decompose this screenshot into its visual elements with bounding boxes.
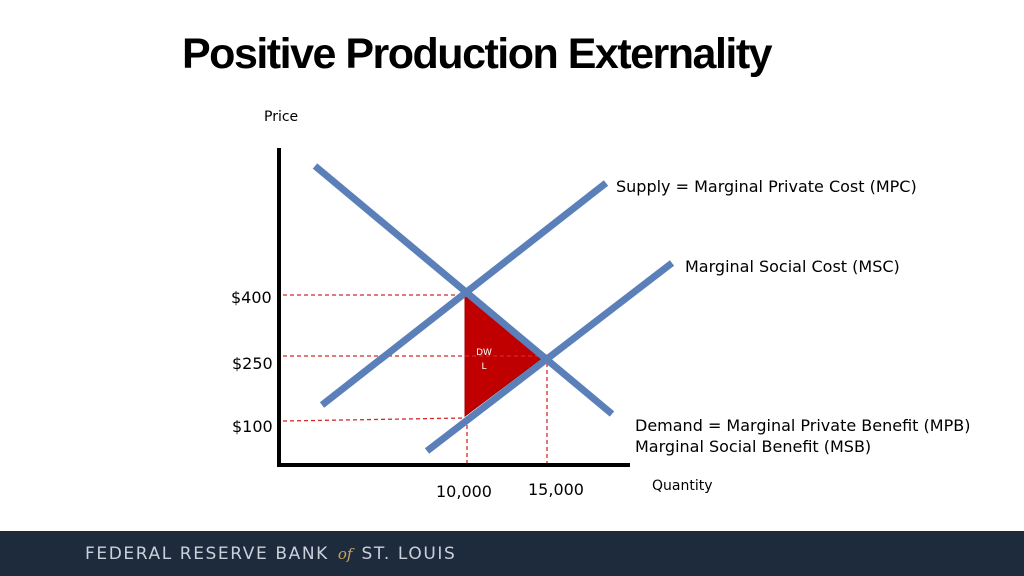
- price-tick-250: $250: [232, 354, 273, 373]
- price-tick-400: $400: [231, 288, 272, 307]
- dwl-label-line1: DW: [476, 348, 492, 358]
- x-axis-label: Quantity: [652, 478, 713, 494]
- footer-of: of: [337, 545, 353, 563]
- msb-curve-label: Marginal Social Benefit (MSB): [635, 437, 872, 456]
- supply-curve-label: Supply = Marginal Private Cost (MPC): [616, 177, 917, 196]
- msc-curve: [424, 260, 675, 454]
- externality-diagram: DW L: [277, 148, 675, 467]
- dwl-label-line2: L: [481, 362, 486, 372]
- msc-curve-label: Marginal Social Cost (MSC): [685, 257, 900, 276]
- footer-bank-name: FEDERAL RESERVE BANK: [85, 544, 329, 564]
- quantity-tick-15000: 15,000: [528, 480, 584, 499]
- footer-city: ST. LOUIS: [361, 544, 457, 564]
- page-title: Positive Production Externality: [182, 30, 773, 78]
- quantity-tick-10000: 10,000: [436, 482, 492, 501]
- guide-line-100: [282, 417, 466, 422]
- y-axis-label: Price: [264, 109, 299, 125]
- footer-logo-text: FEDERAL RESERVE BANK of ST. LOUIS: [85, 544, 456, 564]
- demand-curve-label: Demand = Marginal Private Benefit (MPB): [635, 416, 971, 435]
- footer-bar: FEDERAL RESERVE BANK of ST. LOUIS: [0, 531, 1024, 576]
- supply-mpc-curve: [319, 180, 609, 408]
- price-tick-100: $100: [232, 417, 273, 436]
